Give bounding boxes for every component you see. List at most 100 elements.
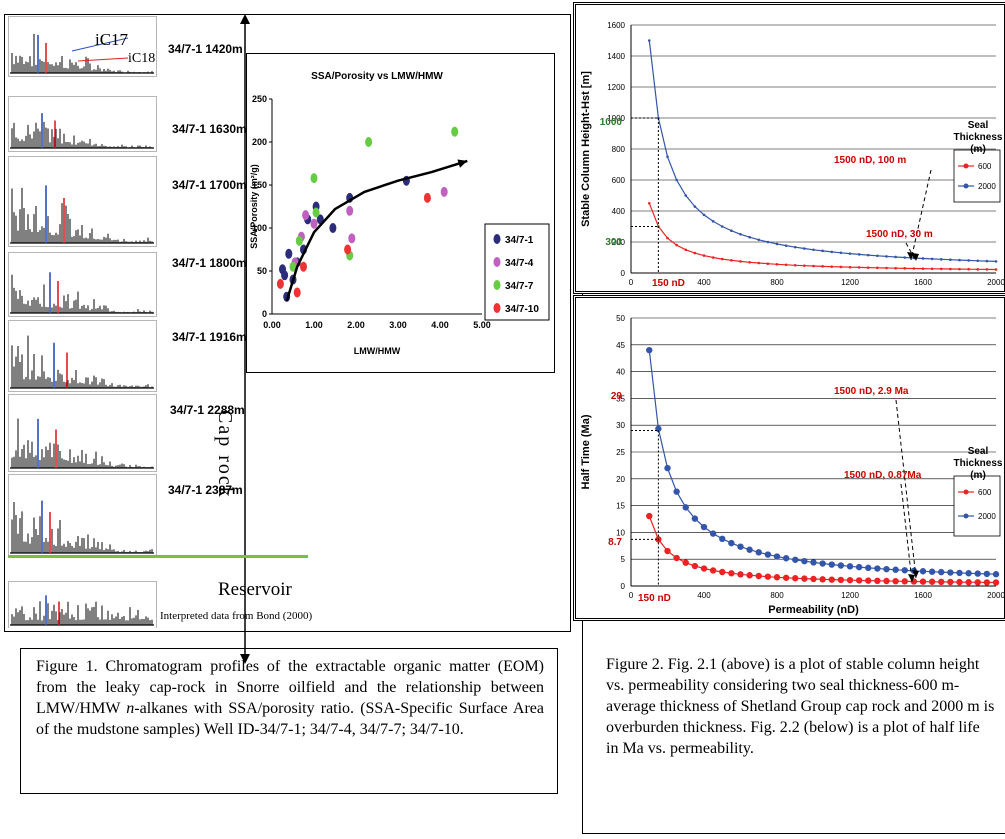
chart2-data-point xyxy=(883,565,890,573)
chart2-data-point xyxy=(709,530,717,537)
chart2-data-point xyxy=(874,577,881,585)
chart2-annotation: 1500 nD, 2.9 Ma xyxy=(834,386,909,397)
scatter-y-tick-label: 0 xyxy=(262,309,267,319)
chart2-frame: 0 5 10 15 20 25 30 35 40 45 50 0 400 800 1200 1600 2000 P… xyxy=(573,295,1005,621)
chart2-data-point xyxy=(782,574,790,581)
scatter-x-tick-label: 4.00 xyxy=(431,320,449,330)
chart2-data-point xyxy=(883,577,890,585)
chart2-annotation: 8.7 xyxy=(608,537,622,548)
figure1-panel xyxy=(4,14,571,632)
chart1-x-tick-label: 1200 xyxy=(841,278,859,287)
chart2-data-point xyxy=(664,547,671,555)
chart1-data-point xyxy=(793,245,797,249)
chart1-data-point xyxy=(894,255,897,259)
chart1-annotation: 150 nD xyxy=(652,278,685,289)
chart2-data-point xyxy=(673,554,680,562)
chart1-data-point xyxy=(739,232,742,236)
scatter-point xyxy=(293,287,301,298)
chart1-data-point xyxy=(784,244,788,247)
peak-label-ic17: iC17 xyxy=(95,30,129,49)
legend-marker xyxy=(493,280,501,290)
scatter-point xyxy=(346,205,354,216)
chart2-data-point xyxy=(855,577,863,584)
chart1-data-point xyxy=(903,267,907,270)
chart1-data-point xyxy=(876,266,879,270)
chart2-data-point xyxy=(801,575,808,582)
chart1-data-point xyxy=(967,259,970,262)
chart1-y-axis-label: Stable Column Height-Hst [m] xyxy=(580,71,592,227)
chromatogram-peaks xyxy=(11,187,153,243)
scatter-x-tick-label: 5.00 xyxy=(473,320,491,330)
chart2-x-tick-label: 800 xyxy=(770,591,784,600)
scatter-point xyxy=(302,210,310,221)
legend-label: 34/7-1 xyxy=(505,235,534,246)
chart2-data-point xyxy=(810,559,817,566)
figure1-caption-box xyxy=(20,648,558,794)
chart2-legend-title: (m) xyxy=(970,470,986,481)
chromatogram-peaks xyxy=(11,418,153,468)
chart2-x-tick-label: 1600 xyxy=(914,591,932,600)
chart1-y-tick-label: 1400 xyxy=(607,52,625,61)
cap-rock-label: Cap rock xyxy=(214,410,236,499)
sample-label: 34/7-1 2288m xyxy=(170,403,245,417)
chart1-data-point xyxy=(666,236,669,240)
chart2-data-point xyxy=(974,579,981,586)
scatter-point xyxy=(276,278,284,289)
chart1-data-point xyxy=(702,254,706,257)
reservoir-boundary-line xyxy=(8,555,308,558)
chart2-data-point xyxy=(719,535,726,543)
chart2-data-point xyxy=(792,575,799,582)
chart2-data-point xyxy=(874,565,881,572)
chart2-data-point xyxy=(938,568,945,576)
chart2-data-point xyxy=(691,562,699,570)
chart1-data-point xyxy=(885,255,888,258)
chart1-x-tick-label: 2000 xyxy=(987,278,1004,287)
chart2-annotation: 1500 nD, 0.87Ma xyxy=(844,470,922,481)
chart1-data-point xyxy=(803,247,806,250)
legend-label: 34/7-4 xyxy=(505,258,534,269)
chromatogram-peaks xyxy=(11,33,153,73)
chart1-data-point xyxy=(848,252,852,255)
chart1-data-point xyxy=(775,262,779,266)
chart1-x-tick-label: 0 xyxy=(629,278,634,287)
chart2-data-point xyxy=(737,571,744,578)
chart2-series-line xyxy=(648,350,997,575)
scatter-point xyxy=(329,223,337,233)
ic18-pointer xyxy=(77,57,129,62)
chart1-annotation-arrow xyxy=(905,242,917,262)
scatter-point xyxy=(348,233,356,244)
chart1-data-point xyxy=(857,266,861,269)
chart1-data-point xyxy=(711,256,715,259)
chart2-annotation-arrow xyxy=(895,399,917,579)
scatter-chart-frame: SSA/Porosity vs LMW/HMW 0.00 1.00 2.00 3.00 4… xyxy=(246,53,555,373)
chart1-data-point xyxy=(739,260,742,263)
chart1-annotation: 1000 xyxy=(600,117,623,128)
chromatogram-frame xyxy=(8,96,157,152)
chart1-series-line xyxy=(648,40,997,262)
chart2-data-point xyxy=(782,555,790,562)
chart1-data-point xyxy=(994,268,998,271)
chart2-legend-title: Seal xyxy=(968,446,989,457)
chart1-data-point xyxy=(848,265,852,269)
scatter-point xyxy=(365,137,373,147)
chart2-data-point xyxy=(737,543,744,550)
scatter-x-tick-label: 2.00 xyxy=(347,320,365,330)
chart1-data-point xyxy=(693,205,697,208)
chart1-data-point xyxy=(958,267,961,271)
chart1-y-tick-label: 400 xyxy=(612,207,626,216)
chart2-data-point xyxy=(992,571,1000,578)
chart2-data-point xyxy=(682,559,689,566)
chart1-data-point xyxy=(866,253,870,257)
chart1-annotation-arrowhead xyxy=(907,252,914,260)
cap-rock-arrow xyxy=(240,14,250,664)
chart2-x-tick-label: 400 xyxy=(697,591,711,600)
chart2-data-point xyxy=(947,578,954,586)
scatter-x-axis-label: LMW/HMW xyxy=(354,346,401,356)
chart2-data-point xyxy=(773,553,781,560)
chromatogram-frame xyxy=(8,156,157,247)
chromatograms-svg xyxy=(8,16,157,628)
legend-marker xyxy=(963,163,969,169)
chart1-data-point xyxy=(821,265,824,268)
figure2-caption: Figure 2. Fig. 2.1 (above) is a plot of … xyxy=(606,656,995,758)
legend-marker xyxy=(493,234,501,244)
